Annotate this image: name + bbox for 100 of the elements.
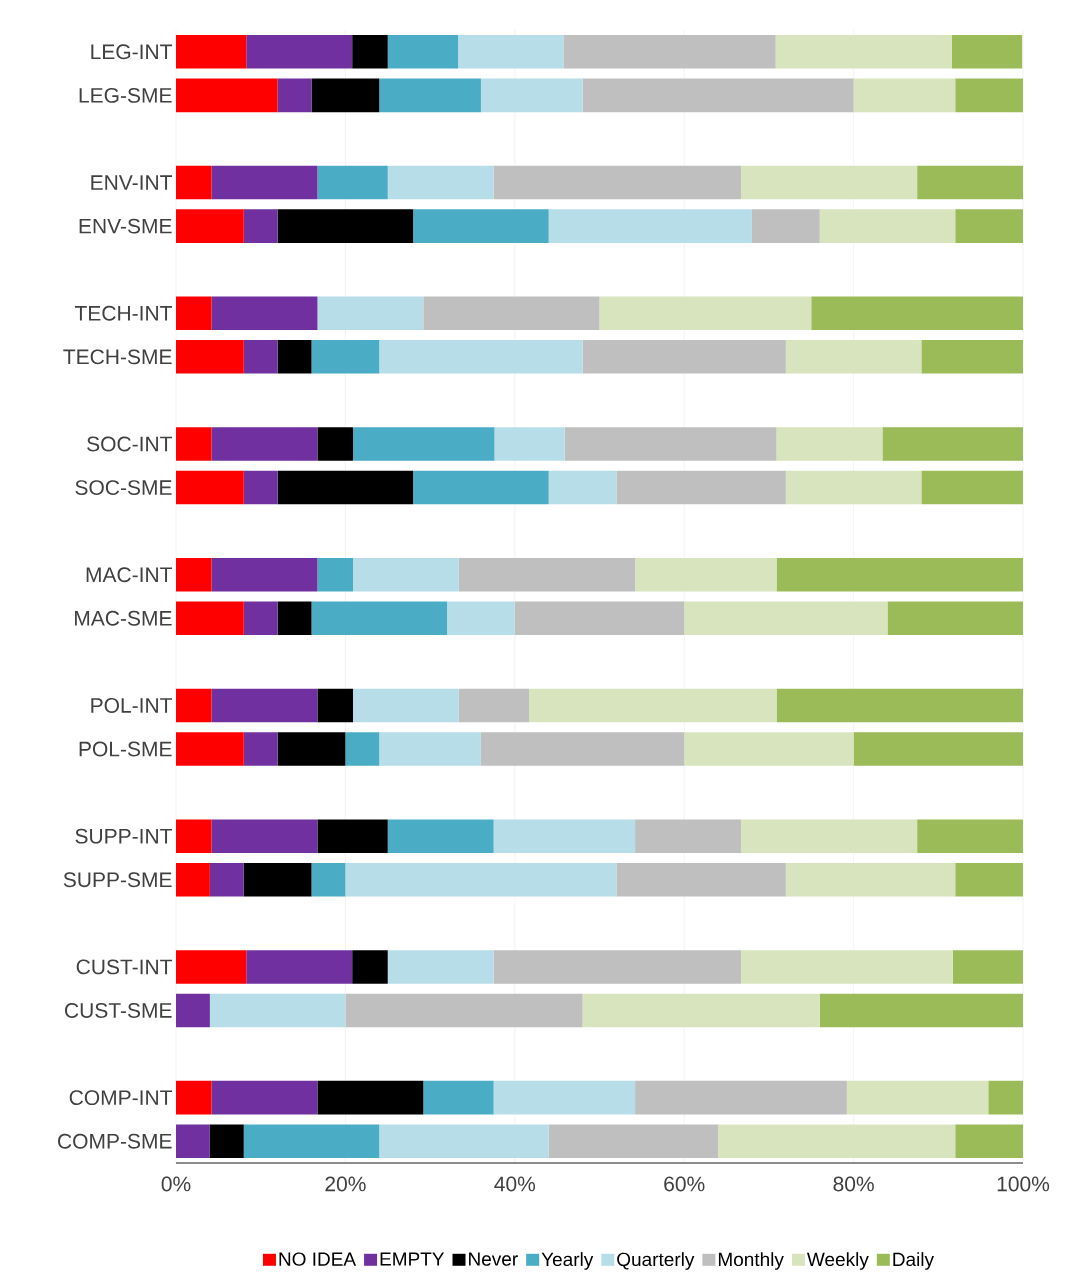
- bar: [447, 601, 515, 636]
- bar: [951, 35, 1023, 69]
- bar: [246, 35, 353, 69]
- bar: [480, 78, 583, 113]
- y-tick-label: SOC-INT: [87, 436, 172, 452]
- bar: [176, 78, 278, 113]
- bar: [352, 950, 388, 984]
- bar: [548, 1124, 719, 1158]
- bar: [494, 427, 565, 461]
- bar: [317, 165, 388, 200]
- bar: [917, 165, 1024, 200]
- bar: [413, 209, 549, 243]
- bar: [311, 862, 346, 897]
- bar: [740, 165, 918, 200]
- bar: [243, 470, 278, 505]
- bar: [317, 296, 424, 331]
- bar: [243, 732, 278, 766]
- legend-label: Quarterly: [617, 1252, 695, 1270]
- bar: [176, 993, 210, 1028]
- bar: [785, 862, 956, 897]
- y-tick-label: ENV-INT: [91, 175, 172, 190]
- bar: [243, 209, 278, 243]
- bar: [176, 1080, 212, 1115]
- bar: [751, 209, 820, 243]
- x-tick-label: 40%: [494, 1176, 536, 1192]
- bar: [211, 427, 318, 461]
- bar: [458, 35, 564, 69]
- bar: [529, 688, 777, 723]
- bar: [317, 1080, 424, 1115]
- bar: [277, 340, 312, 374]
- bar: [311, 601, 448, 636]
- bar: [955, 209, 1024, 243]
- bar: [493, 950, 741, 984]
- bar: [582, 340, 786, 374]
- bar: [176, 35, 247, 69]
- y-tick-label: COMP-SME: [58, 1133, 172, 1149]
- bar: [352, 35, 388, 69]
- bar: [209, 862, 244, 897]
- legend-label: Never: [469, 1252, 518, 1266]
- bar: [243, 340, 278, 374]
- bar: [387, 165, 494, 200]
- legend-label: Weekly: [806, 1252, 869, 1270]
- legend-label: NO IDEA: [279, 1252, 357, 1266]
- bar: [379, 1124, 549, 1158]
- bar: [353, 688, 459, 723]
- bar: [846, 1080, 989, 1115]
- x-tick-label: 100%: [997, 1176, 1050, 1192]
- bar: [458, 688, 530, 723]
- bar: [176, 470, 244, 505]
- bar: [387, 35, 459, 69]
- bar: [311, 340, 380, 374]
- bar: [277, 601, 312, 636]
- bar: [564, 427, 777, 461]
- bar: [493, 819, 636, 853]
- bar: [811, 296, 1024, 331]
- bar: [176, 427, 212, 461]
- bar: [917, 819, 1024, 853]
- bar: [882, 427, 1024, 461]
- bar: [317, 427, 354, 461]
- bar: [176, 209, 244, 243]
- y-tick-label: CUST-INT: [76, 959, 172, 975]
- bar: [775, 35, 952, 69]
- bar: [684, 601, 888, 636]
- bar: [423, 296, 600, 331]
- bar: [387, 819, 494, 853]
- bar: [176, 819, 212, 853]
- bar: [635, 557, 777, 592]
- bar: [243, 601, 278, 636]
- y-tick-label: SUPP-INT: [75, 828, 172, 844]
- bar: [211, 296, 318, 331]
- bar: [353, 427, 495, 461]
- legend-label: EMPTY: [380, 1252, 445, 1266]
- bar: [955, 78, 1024, 113]
- bar: [317, 688, 354, 723]
- bar: [176, 165, 212, 200]
- y-tick-label: LEG-SME: [79, 87, 172, 103]
- bar: [211, 1080, 318, 1115]
- x-tick-label: 0%: [161, 1176, 191, 1192]
- y-tick-label: SUPP-SME: [63, 872, 172, 888]
- y-tick-label: COMP-INT: [69, 1090, 172, 1106]
- y-tick-label: SOC-SME: [75, 480, 172, 495]
- y-tick-label: LEG-INT: [91, 44, 172, 60]
- bar: [635, 819, 741, 853]
- bar: [785, 340, 922, 374]
- bar: [853, 78, 956, 113]
- bar: [988, 1080, 1024, 1115]
- bar: [277, 209, 414, 243]
- bar: [616, 470, 786, 505]
- bar: [211, 557, 318, 592]
- bar: [458, 557, 636, 592]
- bar: [317, 819, 388, 853]
- bar: [211, 688, 318, 723]
- y-tick-label: POL-SME: [79, 741, 172, 757]
- bar: [176, 340, 244, 374]
- bar: [243, 862, 312, 897]
- bar: [616, 862, 786, 897]
- bar: [379, 340, 583, 374]
- bar: [345, 862, 617, 897]
- bar: [955, 862, 1024, 897]
- bar: [718, 1124, 956, 1158]
